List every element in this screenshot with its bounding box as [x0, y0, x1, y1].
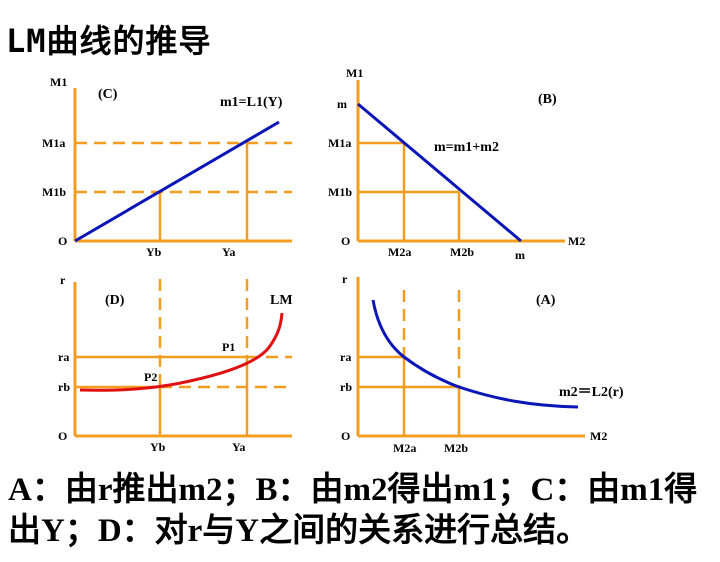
panel-d-point-p1: P1 [222, 340, 235, 354]
slide-title: LM曲线的推导 [6, 22, 212, 60]
panel-a-tick-m2b: M2b [444, 441, 468, 455]
panel-b-tick-m: m [515, 248, 525, 262]
panel-c-curve-label: m1=L1(Y) [220, 95, 283, 110]
panel-c-tag: (C) [98, 87, 118, 102]
panel-b: M1 (B) m m=m1+m2 M1a M1b O M2a M2b m M2 [328, 66, 585, 262]
lm-derivation-diagram: M1 (C) m1=L1(Y) M1a M1b O Yb Ya M1 (B) m… [42, 66, 624, 455]
panel-b-budget-line [357, 102, 522, 243]
panel-d-lm-curve [79, 312, 284, 392]
panel-b-tag: (B) [538, 92, 557, 107]
panel-b-tick-m1a: M1a [328, 136, 351, 150]
summary-text: A：由r推出m2；B：由m2得出m1；C：由m1得出Y；D：对r与Y之间的关系进… [8, 472, 698, 549]
panel-a-y-axis-label: r [342, 272, 348, 286]
panel-a-tag: (A) [536, 293, 556, 308]
panel-c-tick-m1b: M1b [42, 185, 66, 199]
panel-d-origin: O [58, 429, 67, 443]
panel-c-tick-ya: Ya [222, 245, 235, 259]
panel-d: r (D) LM P1 P2 ra rb O Yb Ya [58, 273, 293, 454]
panel-d-tag: (D) [105, 293, 125, 308]
panel-b-intercept: m [337, 97, 347, 111]
panel-c-l1-curve [74, 120, 280, 243]
panel-a: r (A) m2＝L2(r) ra rb O M2a M2b M2 [340, 272, 624, 455]
panel-b-x-axis-label: M2 [568, 234, 585, 248]
panel-a-x-axis-label: M2 [590, 429, 607, 443]
panel-d-y-axis-label: r [60, 273, 66, 287]
panel-d-tick-ra: ra [58, 350, 69, 364]
panel-d-point-p2: P2 [144, 370, 157, 384]
panel-a-tick-ra: ra [340, 350, 351, 364]
panel-a-tick-m2a: M2a [393, 441, 416, 455]
panel-a-origin: O [341, 429, 350, 443]
panel-b-tick-m2b: M2b [450, 245, 474, 259]
panel-b-tick-m2a: M2a [388, 245, 411, 259]
panel-a-curve-label: m2＝L2(r) [559, 385, 624, 400]
panel-c: M1 (C) m1=L1(Y) M1a M1b O Yb Ya [42, 75, 292, 259]
panel-b-curve-label: m=m1+m2 [434, 140, 499, 155]
panel-d-curve-label: LM [270, 293, 293, 308]
panel-b-y-axis-label: M1 [346, 66, 363, 80]
panel-b-tick-m1b: M1b [328, 185, 352, 199]
panel-d-tick-yb: Yb [150, 440, 166, 454]
panel-c-tick-yb: Yb [146, 245, 162, 259]
panel-b-origin: O [341, 234, 350, 248]
panel-a-tick-rb: rb [340, 380, 352, 394]
panel-a-l2-curve [371, 299, 579, 409]
panel-c-origin: O [58, 234, 67, 248]
panel-c-tick-m1a: M1a [42, 136, 65, 150]
panel-d-tick-ya: Ya [232, 440, 245, 454]
panel-c-y-axis-label: M1 [50, 75, 67, 89]
panel-d-tick-rb: rb [58, 380, 70, 394]
